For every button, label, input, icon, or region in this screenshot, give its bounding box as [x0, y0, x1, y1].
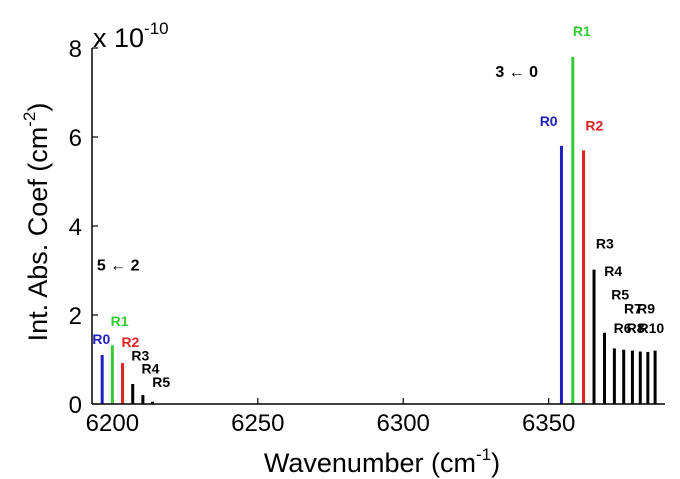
- line-label-r9: R9: [637, 301, 655, 317]
- y-axis-label-superscript: -2: [20, 112, 39, 127]
- axis-ticks: 6200 6250 6300 6350 0 2 4 6 8: [69, 36, 576, 437]
- x-axis-label-superscript: -1: [476, 445, 491, 464]
- x-tick-label: 6350: [522, 410, 575, 437]
- y-tick-label: 0: [69, 392, 82, 419]
- band-label: 3 ← 0: [495, 64, 538, 81]
- y-axis-label-main: Int. Abs. Coef (cm: [23, 127, 53, 342]
- line-label-r1: R1: [111, 313, 129, 329]
- y-multiplier-exponent: -10: [144, 19, 169, 38]
- line-label-r3: R3: [596, 235, 614, 251]
- line-label-r10: R10: [638, 320, 664, 336]
- line-label-r8: R8: [627, 320, 645, 336]
- line-label-r6: R6: [614, 320, 632, 336]
- y-axis-label-end: ): [23, 103, 53, 112]
- line-label-r2: R2: [121, 334, 139, 350]
- y-multiplier-base: x 10: [93, 23, 144, 53]
- line-label-r0: R0: [540, 113, 558, 129]
- x-axis-label-end: ): [491, 448, 500, 478]
- line-label-r0: R0: [92, 331, 110, 347]
- x-tick-label: 6200: [86, 410, 139, 437]
- y-tick-label: 4: [69, 214, 82, 241]
- y-axis-label: Int. Abs. Coef (cm-2): [20, 103, 53, 342]
- line-label-r2: R2: [585, 117, 603, 133]
- spectral-lines: [100, 56, 657, 404]
- x-tick-label: 6250: [231, 410, 284, 437]
- line-label-r4: R4: [604, 263, 622, 279]
- line-label-r4: R4: [142, 361, 160, 377]
- line-label-r7: R7: [624, 301, 642, 317]
- y-tick-label: 8: [69, 36, 82, 63]
- band-label: 5 ← 2: [97, 258, 140, 275]
- line-label-r1: R1: [573, 23, 591, 39]
- x-tick-label: 6300: [377, 410, 430, 437]
- line-label-r3: R3: [131, 347, 149, 363]
- y-tick-label: 2: [69, 303, 82, 330]
- x-axis-label-main: Wavenumber (cm: [264, 448, 476, 478]
- line-label-r5: R5: [152, 374, 170, 390]
- y-tick-label: 6: [69, 125, 82, 152]
- y-multiplier: x 10-10: [93, 19, 169, 53]
- x-axis-label: Wavenumber (cm-1): [264, 445, 500, 478]
- line-label-r5: R5: [611, 286, 629, 302]
